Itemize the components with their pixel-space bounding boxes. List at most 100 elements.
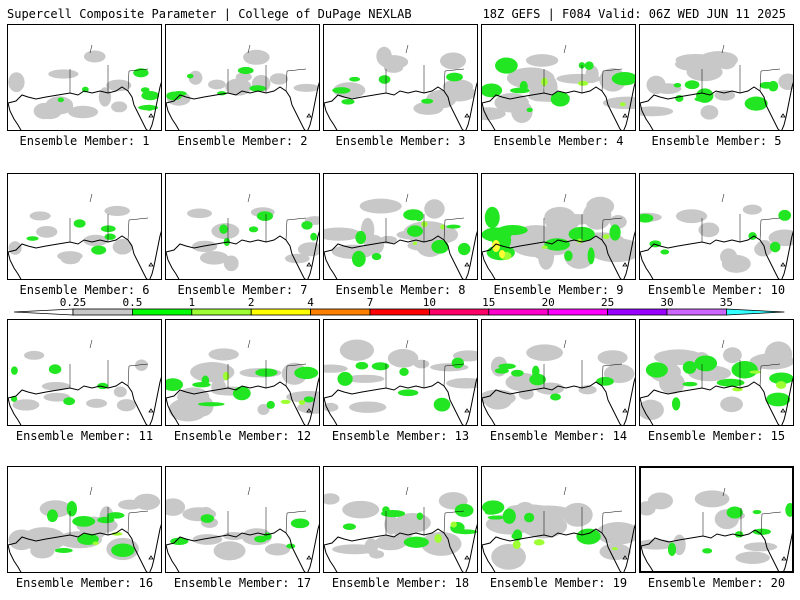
scp-contour-fill xyxy=(440,224,445,230)
scp-contour-fill xyxy=(106,79,132,92)
ensemble-member-map[interactable] xyxy=(481,24,636,131)
scp-contour-fill xyxy=(222,371,230,381)
ensemble-member-map[interactable] xyxy=(323,24,478,131)
scp-contour-fill xyxy=(754,242,773,257)
ensemble-member-map[interactable] xyxy=(7,173,162,280)
scp-contour-fill xyxy=(702,548,713,554)
ensemble-member-map[interactable] xyxy=(639,24,794,131)
texas-coastline xyxy=(640,397,654,425)
scp-contour-fill xyxy=(682,381,698,387)
ensemble-member-map[interactable] xyxy=(165,24,320,131)
scp-contour-fill xyxy=(731,361,758,379)
member-label: Ensemble Member: 17 xyxy=(173,576,312,590)
ensemble-member-map[interactable] xyxy=(165,173,320,280)
ensemble-member-map[interactable] xyxy=(639,319,794,426)
scp-contour-fill xyxy=(694,355,718,372)
scp-contour-fill xyxy=(63,397,76,406)
texas-coastline xyxy=(641,545,654,571)
state-boundaries xyxy=(701,44,781,93)
scp-contour-fill xyxy=(512,529,523,541)
member-map-canvas xyxy=(324,44,477,130)
member-map-canvas xyxy=(8,339,161,425)
scp-contour-fill xyxy=(97,516,115,524)
florida-east-coastline xyxy=(465,81,477,130)
scp-contour-fill xyxy=(116,399,136,412)
ensemble-member-map[interactable] xyxy=(481,319,636,426)
scp-contour-fill xyxy=(454,503,474,517)
scp-contour-fill xyxy=(187,208,212,219)
coastline xyxy=(482,381,622,425)
scp-contour-fill xyxy=(211,378,226,395)
scp-contour-fill xyxy=(619,102,626,107)
florida-east-coastline xyxy=(149,81,161,130)
ensemble-member-map[interactable] xyxy=(481,466,636,573)
colorbar-segment xyxy=(369,308,430,316)
lake-outline xyxy=(306,113,312,118)
member-map-canvas xyxy=(482,486,635,572)
scp-contour-fill xyxy=(752,528,771,535)
ensemble-member-map[interactable] xyxy=(323,173,478,280)
member-label: Ensemble Member: 18 xyxy=(331,576,470,590)
scp-contour-fill xyxy=(199,251,229,265)
colorbar-tick-label: 4 xyxy=(307,296,314,309)
florida-east-coastline xyxy=(781,230,793,279)
ensemble-member-map[interactable] xyxy=(7,466,162,573)
scp-contour-fill xyxy=(12,399,40,411)
member-label: Ensemble Member: 20 xyxy=(647,576,786,590)
lake-outline xyxy=(622,113,628,118)
ensemble-member-map[interactable] xyxy=(7,24,162,131)
scp-contour-fill xyxy=(384,514,398,535)
colorbar-segment xyxy=(428,308,490,316)
scp-contour-fill xyxy=(8,241,22,255)
state-boundaries xyxy=(701,339,781,388)
scp-contour-fill xyxy=(186,73,194,79)
scp-contour-fill xyxy=(24,350,45,360)
ensemble-member-map[interactable] xyxy=(323,466,478,573)
member-label: Ensemble Member: 3 xyxy=(335,134,466,148)
scp-contour-fill xyxy=(550,393,561,401)
scp-contour-fill xyxy=(446,378,477,389)
scp-contour-fill xyxy=(141,90,159,101)
scp-contour-fill xyxy=(611,72,635,86)
scp-contour-fill xyxy=(342,523,356,530)
colorbar-tick-label: 0.25 xyxy=(59,296,87,309)
coastline xyxy=(640,235,780,279)
state-boundaries xyxy=(227,193,307,242)
ensemble-member-map[interactable] xyxy=(481,173,636,280)
coastline xyxy=(482,86,622,130)
scp-contour-fill xyxy=(742,204,762,215)
scp-contour-fill xyxy=(720,248,738,266)
scp-contour-fill xyxy=(714,90,736,101)
state-boundaries xyxy=(227,339,307,388)
ensemble-member-map[interactable] xyxy=(639,173,794,280)
scp-contour-fill xyxy=(293,83,319,92)
scp-contour-fill xyxy=(723,347,742,364)
scp-contour-fill xyxy=(491,544,526,570)
state-boundaries xyxy=(543,486,623,535)
ensemble-member-map[interactable] xyxy=(165,319,320,426)
member-label: Ensemble Member: 6 xyxy=(19,283,150,297)
scp-contour-fill xyxy=(576,528,601,545)
lake-outline xyxy=(780,408,786,413)
coastline xyxy=(640,381,780,425)
scp-contour-fill xyxy=(10,395,18,402)
scp-contour-fill xyxy=(349,401,387,413)
lake-outline xyxy=(622,262,628,267)
scp-contour-fill xyxy=(170,537,189,546)
ensemble-member-map[interactable] xyxy=(165,466,320,573)
coastline xyxy=(641,529,780,571)
florida-east-coastline xyxy=(307,230,319,279)
member-label: Ensemble Member: 15 xyxy=(647,429,786,443)
scp-contour-fill xyxy=(659,372,685,395)
colorbar-segment xyxy=(72,308,133,316)
member-label: Ensemble Member: 19 xyxy=(489,576,628,590)
member-map-canvas xyxy=(482,193,635,279)
scp-contour-fill xyxy=(495,57,518,74)
texas-coastline xyxy=(640,102,654,130)
coastline xyxy=(640,86,780,130)
ensemble-member-map[interactable] xyxy=(639,466,794,573)
ensemble-member-map[interactable] xyxy=(323,319,478,426)
scp-contour-fill xyxy=(192,534,223,545)
ensemble-member-map[interactable] xyxy=(7,319,162,426)
scp-contour-fill xyxy=(111,101,128,113)
